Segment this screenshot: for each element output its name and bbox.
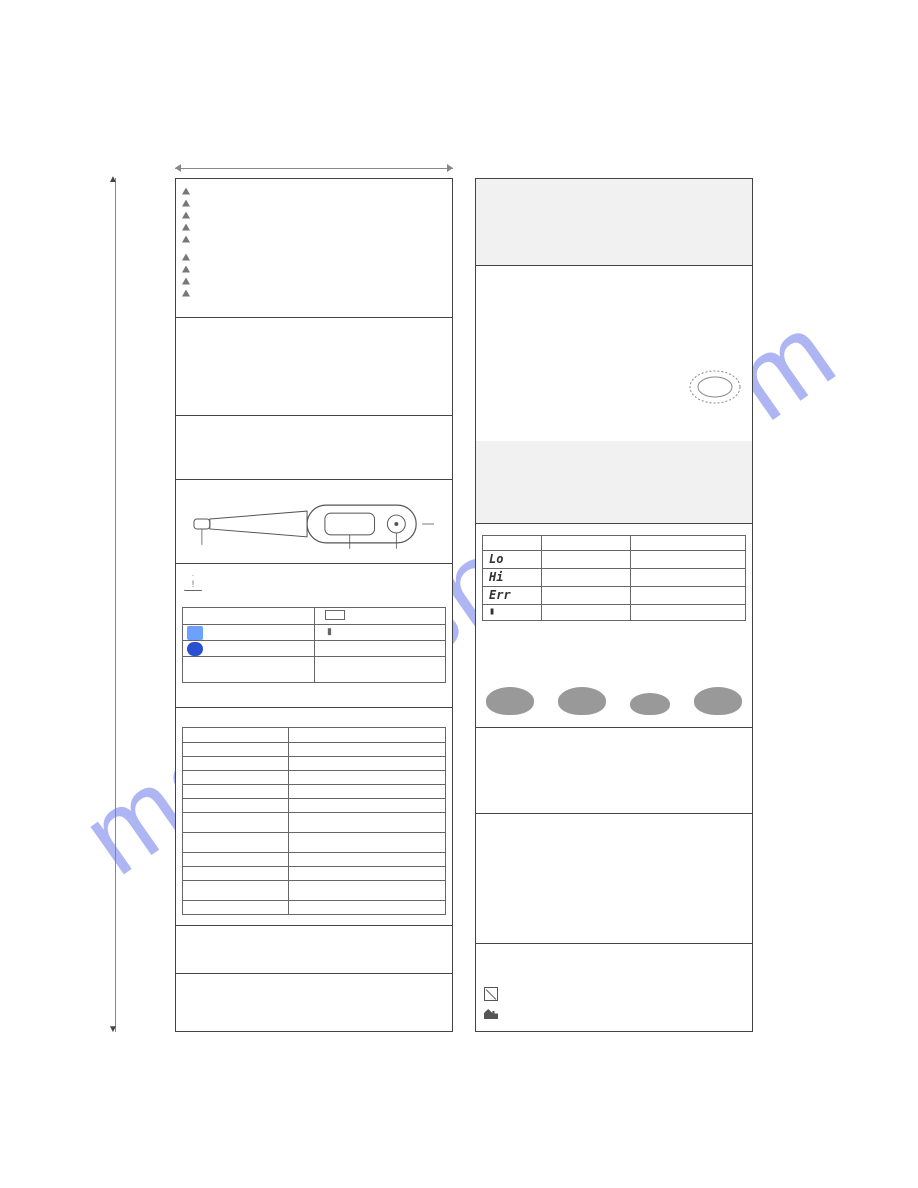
divider <box>476 813 752 814</box>
divider <box>176 317 452 318</box>
text-block <box>182 325 446 407</box>
column-left: ▮ <box>175 178 453 1032</box>
manufacturer-icon <box>484 1009 498 1021</box>
text-block <box>482 275 746 375</box>
weee-icon <box>484 987 498 999</box>
warning-row <box>182 233 446 245</box>
warning-triangle-icon <box>182 224 190 231</box>
symbol-legend-table: ▮ <box>182 607 446 683</box>
text-block <box>182 425 446 471</box>
keep-dry-icon <box>187 642 203 656</box>
certification-stamp-icon <box>688 367 742 407</box>
battery-replacement-figures <box>486 655 742 715</box>
text-block <box>182 981 446 1025</box>
warning-row <box>182 251 446 263</box>
type-bf-icon <box>187 626 203 640</box>
warning-row <box>182 221 446 233</box>
divider <box>476 727 752 728</box>
column-right: Lo Hi Err ▮ <box>475 178 753 1032</box>
shaded-heading-block <box>476 441 752 523</box>
warning-row <box>182 209 446 221</box>
warning-triangle-icon <box>182 200 190 207</box>
step-figure-icon <box>486 687 534 715</box>
lot-icon <box>325 610 345 620</box>
warning-triangle-icon <box>182 254 190 261</box>
display-messages-table: Lo Hi Err ▮ <box>482 535 746 621</box>
text-block <box>482 951 746 1023</box>
divider <box>476 265 752 266</box>
warning-triangle-icon <box>182 236 190 243</box>
warning-row <box>182 185 446 197</box>
divider <box>176 563 452 564</box>
safety-warnings-block <box>182 185 446 309</box>
divider <box>176 925 452 926</box>
divider <box>176 479 452 480</box>
warning-row <box>182 197 446 209</box>
divider <box>176 707 452 708</box>
specifications-table <box>182 727 446 915</box>
step-figure-icon <box>694 687 742 715</box>
left-guide-line <box>115 178 116 1032</box>
guide-arrow-down-icon: ▼ <box>108 1024 118 1035</box>
warning-triangle-icon <box>182 266 190 273</box>
divider <box>176 973 452 974</box>
step-figure-icon <box>558 687 606 715</box>
temperature-limit-icon: ▮ <box>327 626 343 640</box>
text-block <box>482 735 746 809</box>
display-code-lo: Lo <box>489 552 503 566</box>
caution-icon <box>184 575 202 591</box>
step-figure-icon <box>630 693 670 715</box>
warning-triangle-icon <box>182 290 190 297</box>
warning-row <box>182 287 446 299</box>
page: manualshive.com ▲ ▼ <box>0 0 918 1188</box>
shaded-heading-block <box>476 179 752 265</box>
display-code-batt: ▮ <box>489 606 495 617</box>
text-block <box>182 933 446 967</box>
warning-triangle-icon <box>182 188 190 195</box>
top-fold-guide <box>175 168 453 176</box>
fold-arrow-left-icon <box>175 164 181 172</box>
text-block <box>482 821 746 939</box>
warning-row <box>182 263 446 275</box>
fold-arrow-right-icon <box>447 164 453 172</box>
divider <box>476 943 752 944</box>
warning-row <box>182 275 446 287</box>
warning-triangle-icon <box>182 278 190 285</box>
display-code-hi: Hi <box>489 570 503 584</box>
guide-arrow-up-icon: ▲ <box>108 174 118 185</box>
display-code-err: Err <box>489 588 511 602</box>
divider <box>176 415 452 416</box>
thermometer-diagram <box>188 495 440 551</box>
thermometer-svg <box>188 495 440 551</box>
warning-triangle-icon <box>182 212 190 219</box>
divider <box>476 523 752 524</box>
